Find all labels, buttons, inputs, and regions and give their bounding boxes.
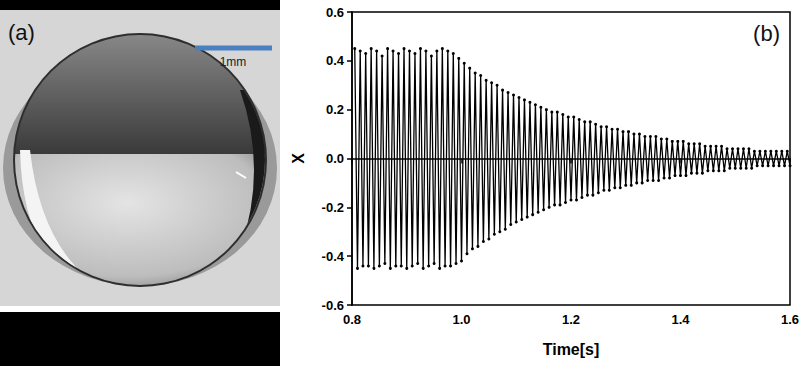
- svg-text:0.0: 0.0: [326, 151, 344, 166]
- svg-text:0.6: 0.6: [326, 5, 344, 20]
- svg-text:-0.6: -0.6: [322, 298, 344, 313]
- svg-text:0.4: 0.4: [326, 53, 345, 68]
- svg-text:Time[s]: Time[s]: [543, 341, 600, 358]
- svg-text:1.0: 1.0: [452, 312, 470, 327]
- svg-text:1mm: 1mm: [220, 55, 247, 69]
- svg-text:0.8: 0.8: [343, 312, 361, 327]
- svg-text:1.4: 1.4: [671, 312, 690, 327]
- svg-text:1.6: 1.6: [781, 312, 799, 327]
- svg-text:(b): (b): [753, 21, 780, 46]
- svg-text:(a): (a): [8, 20, 35, 45]
- svg-text:-0.2: -0.2: [322, 200, 344, 215]
- svg-text:X: X: [290, 153, 307, 164]
- svg-text:-0.4: -0.4: [322, 249, 345, 264]
- svg-text:1.2: 1.2: [562, 312, 580, 327]
- svg-text:0.2: 0.2: [326, 102, 344, 117]
